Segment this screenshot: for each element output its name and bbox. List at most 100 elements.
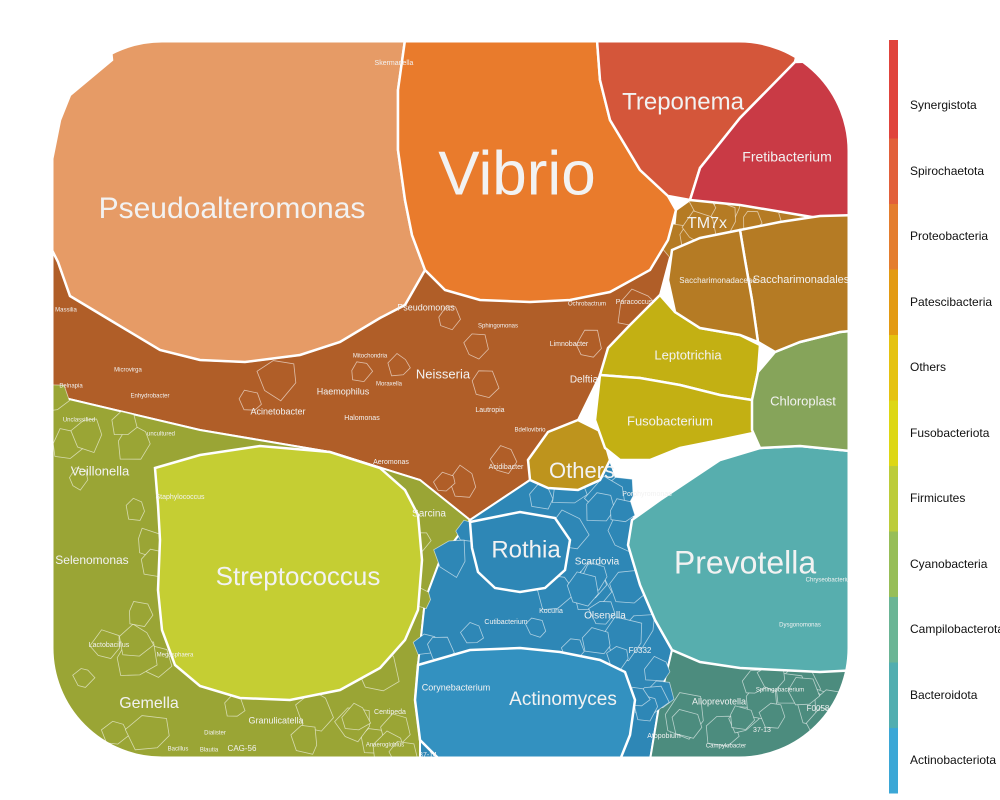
genus-cell-saccharimonadaceae bbox=[666, 228, 760, 344]
genus-subcell bbox=[586, 492, 616, 522]
genus-label: Belnapia bbox=[59, 384, 83, 390]
genus-label: Olsenella bbox=[584, 611, 626, 622]
genus-subcell bbox=[238, 389, 262, 411]
genus-subcell bbox=[125, 497, 145, 521]
genus-label: Neisseria bbox=[416, 366, 471, 381]
genus-label: Microvirga bbox=[114, 368, 142, 374]
genus-subcell bbox=[295, 690, 334, 732]
genus-subcell bbox=[525, 617, 547, 638]
genus-label: Veillonella bbox=[71, 463, 130, 478]
genus-subcell bbox=[671, 709, 703, 739]
genus-label: TM7x bbox=[687, 215, 727, 232]
genus-label: Skermanella bbox=[375, 60, 414, 67]
genus-label: Lautropia bbox=[475, 407, 504, 414]
genus-label: Alloprevotella bbox=[692, 696, 746, 706]
genus-label: uncultured bbox=[147, 432, 175, 438]
genus-cell-rothia bbox=[468, 510, 572, 594]
genus-subcell bbox=[438, 305, 461, 331]
genus-subcell bbox=[730, 705, 756, 730]
genus-label: Anaerogloblus bbox=[366, 743, 404, 749]
genus-label: Kocuria bbox=[539, 608, 563, 615]
legend-label: Actinobacteriota bbox=[910, 753, 997, 767]
genus-label: Pseudomonas bbox=[397, 302, 455, 312]
legend-label: Others bbox=[910, 360, 947, 374]
genus-cell-fusobacterium bbox=[593, 373, 760, 462]
legend-label: Campilobacterota bbox=[910, 622, 1000, 636]
legend-label: Bacteroidota bbox=[910, 687, 978, 702]
genus-subcell bbox=[70, 418, 103, 453]
genus-label: Cutibacterium bbox=[484, 619, 527, 626]
genus-subcell bbox=[256, 360, 297, 402]
legend-label: Spirochaetota bbox=[910, 163, 985, 178]
genus-subcell bbox=[89, 629, 120, 659]
genus-label: Actinomyces bbox=[509, 689, 617, 710]
genus-subcell bbox=[566, 571, 599, 607]
genus-label: Halomonas bbox=[344, 415, 380, 422]
genus-subcell bbox=[610, 498, 636, 523]
genus-label: Unclassified bbox=[63, 418, 95, 424]
legend-label: Patescibacteria bbox=[910, 294, 993, 309]
genus-label: Dialister bbox=[204, 731, 226, 737]
genus-label: Others bbox=[549, 458, 615, 483]
genus-subcell bbox=[111, 411, 138, 436]
genus-subcell bbox=[575, 329, 602, 358]
genus-label: Chryseobacterium bbox=[806, 578, 855, 584]
genus-label: Scardovia bbox=[575, 557, 620, 568]
genus-subcell bbox=[787, 677, 821, 706]
genus-label: Rothia bbox=[491, 536, 561, 563]
genus-label: Moraxella bbox=[376, 382, 403, 388]
genus-subcell bbox=[72, 668, 96, 688]
genus-label: Acidibacter bbox=[489, 464, 524, 471]
genus-label: Bdellovibrio bbox=[514, 428, 546, 434]
genus-subcell bbox=[459, 622, 484, 644]
genus-label: F0332 bbox=[629, 646, 652, 655]
genus-label: Saccharimonadaceae bbox=[679, 276, 757, 285]
genus-label: 37-13 bbox=[753, 727, 771, 734]
genus-cell-streptococcus bbox=[153, 444, 424, 702]
genus-subcell bbox=[341, 702, 372, 731]
genus-subcell bbox=[471, 370, 500, 399]
genus-label: Gemella bbox=[119, 695, 179, 712]
genus-label: Selenomonas bbox=[55, 553, 128, 567]
genus-label: Centipeda bbox=[374, 709, 406, 716]
genus-label: Campylobacter bbox=[706, 744, 746, 750]
genus-label: 37-14 bbox=[419, 752, 437, 759]
genus-label: Enhydrobacter bbox=[130, 394, 169, 400]
genus-cell-others bbox=[526, 418, 612, 492]
genus-label: Prevotella bbox=[674, 544, 817, 580]
genus-label: Limnobacter bbox=[550, 341, 589, 348]
genus-label: Delftia bbox=[570, 375, 599, 386]
genus-label: Paracoccus bbox=[616, 299, 653, 306]
genus-cell-prevotella bbox=[626, 444, 849, 674]
genus-subcell bbox=[433, 471, 456, 492]
genus-label: Lactobacillus bbox=[89, 642, 130, 649]
legend-label: Firmicutes bbox=[910, 491, 966, 505]
genus-label: Sphingomonas bbox=[478, 324, 518, 330]
genus-label: Atopobium bbox=[647, 733, 681, 740]
genus-label: Bacillus bbox=[168, 747, 189, 753]
genus-subcell bbox=[69, 467, 89, 491]
genus-subcell bbox=[581, 627, 611, 655]
genus-label: Granulicatella bbox=[248, 715, 303, 725]
genus-label: Ochrobactrum bbox=[568, 302, 606, 308]
genus-subcell bbox=[290, 724, 318, 755]
genus-label: Aeromonas bbox=[373, 459, 409, 466]
genus-subcell bbox=[124, 715, 170, 751]
genus-label: CAG-56 bbox=[228, 744, 257, 753]
genus-label: Acinetobacter bbox=[250, 406, 305, 416]
genus-subcell bbox=[433, 539, 466, 578]
genus-label: Haemophilus bbox=[317, 386, 370, 396]
genus-subcell bbox=[643, 655, 671, 682]
genus-label: Sarcina bbox=[412, 509, 446, 520]
legend-label: Cyanobacteria bbox=[910, 556, 988, 571]
genus-label: Sphingobacterium bbox=[756, 688, 804, 694]
genus-label: Mitochondria bbox=[353, 354, 388, 360]
genus-subcell bbox=[351, 361, 374, 383]
legend-label: Fusobacteriota bbox=[910, 425, 990, 440]
genus-subcell bbox=[100, 720, 130, 745]
genus-label: Saccharimonadales bbox=[753, 274, 850, 286]
genus-label: Blautia bbox=[200, 748, 219, 754]
genus-subcell bbox=[489, 445, 518, 474]
genus-label: Leptotrichia bbox=[654, 347, 722, 362]
